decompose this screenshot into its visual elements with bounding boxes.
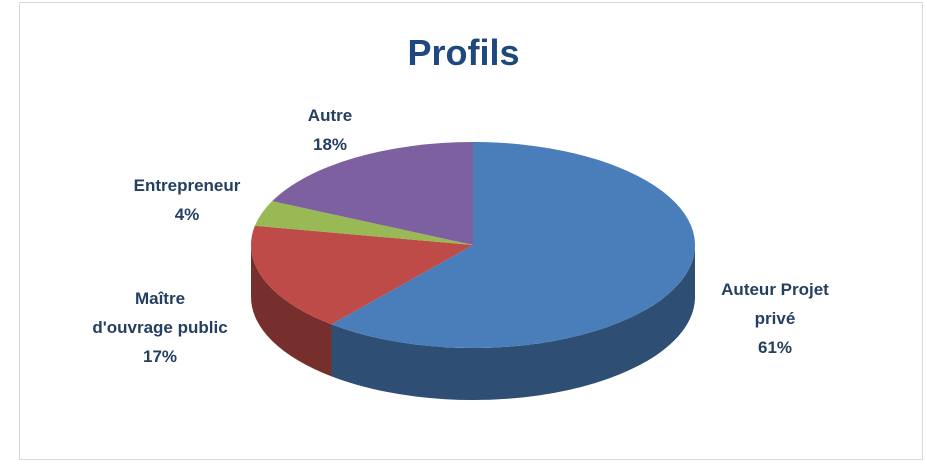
chart-frame [19,2,923,460]
slice-label: Entrepreneur [133,176,241,195]
value-label: 18% [312,135,348,154]
value-label: 17% [142,347,178,366]
slice [331,142,696,349]
chart-title: Profils [407,32,520,73]
slice-side [251,245,332,377]
slice [254,201,473,245]
slice-label: Maître d'ouvrage public [92,289,228,337]
slice [272,142,473,245]
value-label: 61% [757,338,793,357]
slice [250,225,473,325]
slice-side [331,245,695,400]
slice-label: Auteur Projet privé [721,280,829,328]
slice-label: Autre [307,106,353,125]
value-label: 4% [174,205,200,224]
